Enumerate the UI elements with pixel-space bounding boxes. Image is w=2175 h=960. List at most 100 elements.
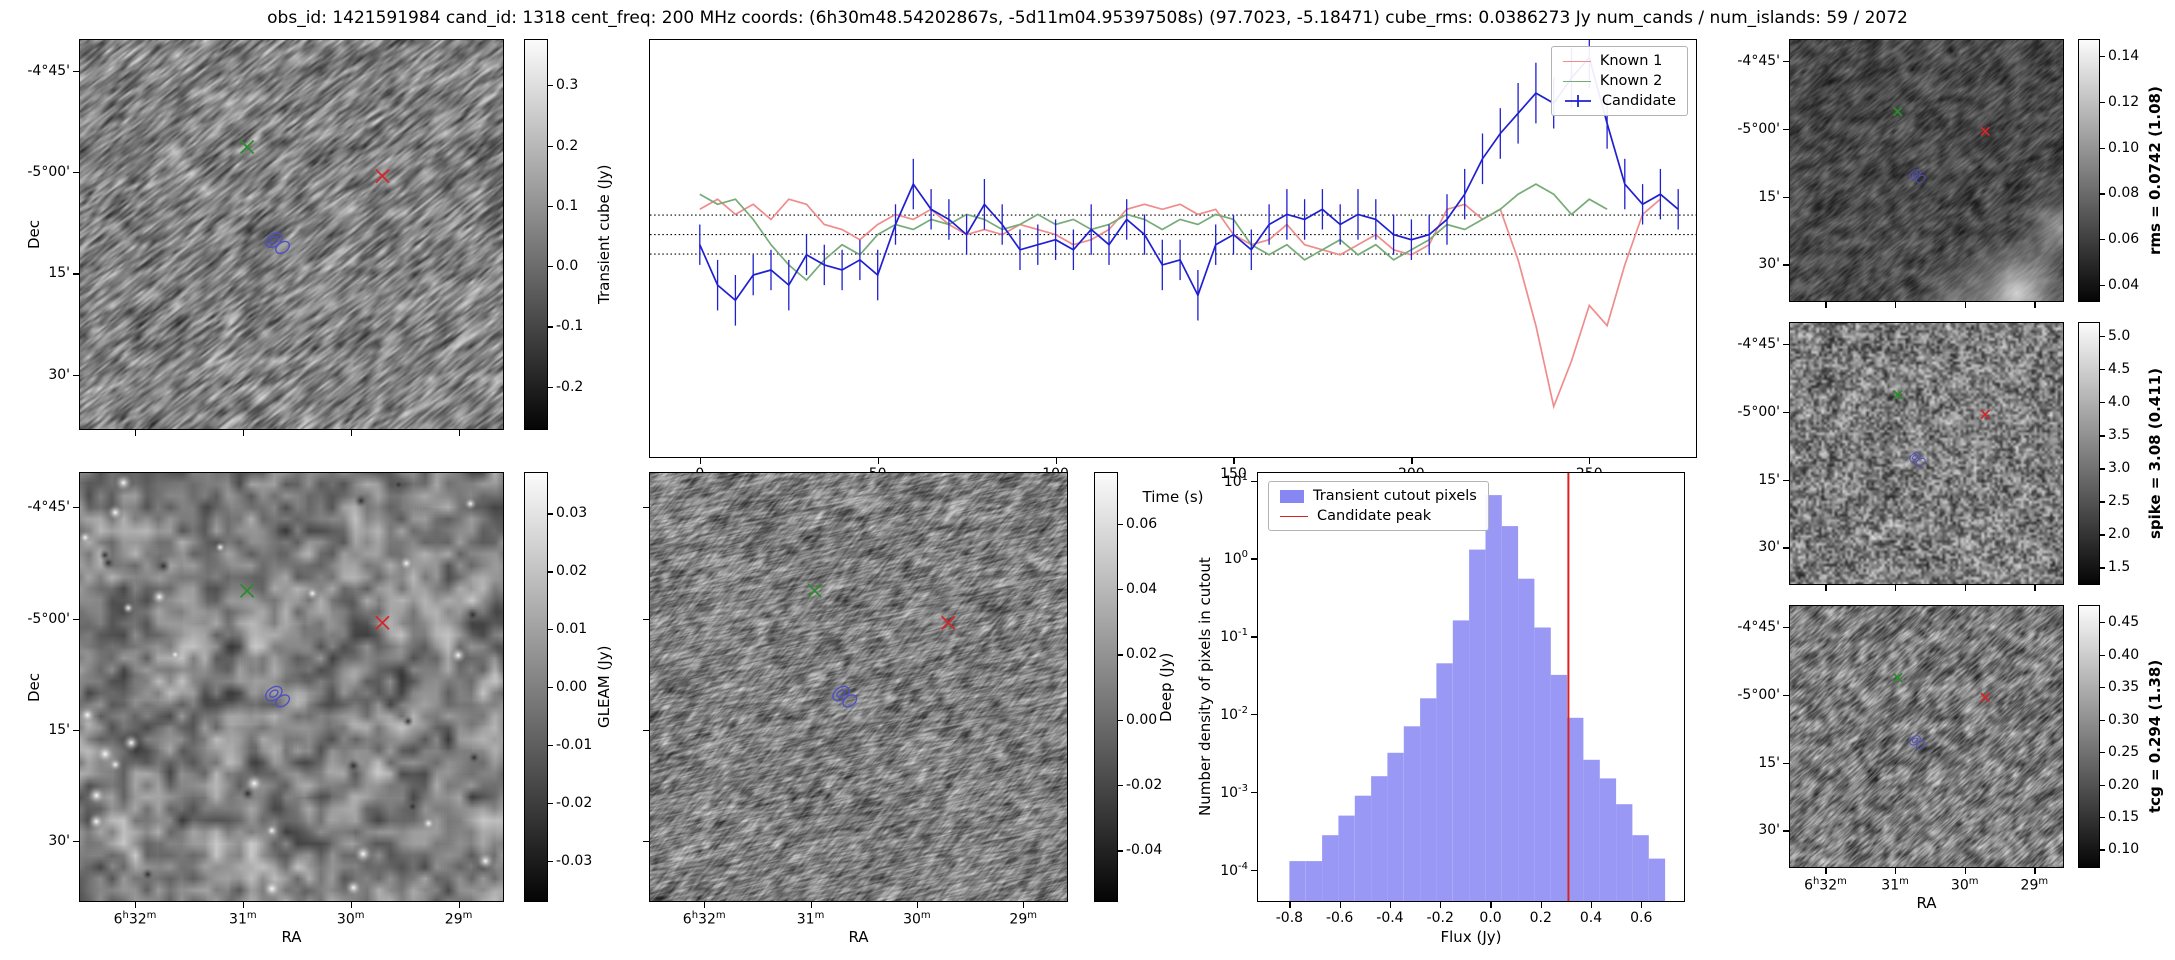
flux-axis-label: Flux (Jy) — [1440, 928, 1502, 946]
colorbar-tick-label: 0.06 — [2108, 231, 2140, 248]
colorbar-tick-label: 0.14 — [2108, 48, 2140, 65]
histogram-bar — [1550, 674, 1568, 901]
flux-tick-label: 0.6 — [1630, 910, 1653, 926]
tcg-image — [1790, 606, 2063, 867]
dec-tick-mark — [1783, 196, 1789, 198]
candidate-errorbars — [699, 40, 1679, 326]
colorbar-tick-mark — [2100, 534, 2105, 536]
ra-tick-mark — [2034, 302, 2036, 308]
colorbar-tick-mark — [2100, 752, 2105, 754]
series-candidate — [699, 55, 1679, 302]
colorbar-tick-mark — [548, 205, 553, 208]
histogram-bar — [1534, 627, 1551, 901]
series-known-1 — [699, 198, 1661, 410]
marker-overlay — [1892, 672, 1991, 750]
colorbar-tick-label: 0.1 — [556, 197, 579, 214]
spike-colorbar: 5.0 4.5 4.0 3.5 3.0 2.5 2.0 1.5 — [2078, 322, 2130, 585]
colorbar-tick-label: 0.0 — [556, 258, 579, 275]
ra-tick-mark — [458, 430, 460, 436]
dec-tick-label: 15' — [1758, 188, 1780, 205]
dec-axis-label-transient: Dec — [25, 219, 43, 250]
colorbar-tick-mark — [2100, 284, 2105, 287]
legend-entry-candidate: Candidate — [1563, 93, 1676, 109]
density-tick-mark — [1251, 792, 1257, 794]
colorbar-tick-label: 0.00 — [556, 679, 588, 695]
dec-tick-mark — [1783, 547, 1789, 549]
ra-tick-label: 30m — [336, 910, 365, 928]
tcg-colorbar: 0.45 0.40 0.35 0.30 0.25 0.20 0.15 0.10 — [2078, 605, 2139, 868]
colorbar-tick-mark — [1118, 654, 1123, 656]
time-tick-mark — [1233, 458, 1235, 464]
dec-tick-mark — [73, 841, 79, 843]
dec-tick-mark — [1783, 343, 1789, 346]
transient-cube-colorbar-label: Transient cube (Jy) — [595, 164, 613, 305]
ra-tick-mark — [1895, 868, 1897, 874]
flux-tick-mark — [1339, 902, 1341, 908]
dec-tick-mark — [1783, 830, 1789, 832]
ra-tick-label: 30m — [903, 910, 931, 928]
dec-tick-label: -4°45' — [1737, 335, 1780, 352]
marker-overlay — [239, 583, 390, 708]
candidate-contour — [1909, 169, 1926, 184]
green-cross-marker — [239, 139, 255, 155]
ra-tick-label: 31m — [1881, 876, 1909, 894]
colorbar-tick-label: 0.04 — [1126, 580, 1158, 597]
flux-tick-mark — [1591, 902, 1593, 908]
dec-tick-mark — [643, 841, 649, 843]
ra-tick-mark — [458, 902, 460, 908]
time-tick-mark — [1411, 458, 1413, 464]
colorbar-tick-mark — [2100, 719, 2105, 721]
known2-line-sample — [1562, 80, 1591, 82]
green-cross-marker — [1892, 672, 1903, 683]
dec-tick-mark — [643, 729, 649, 731]
colorbar-tick-mark — [2100, 468, 2105, 470]
dec-axis-label-gleam: Dec — [25, 672, 43, 702]
lightcurve-panel: Known 1 Known 2 Candidate 05010015020025… — [649, 39, 1697, 482]
colorbar-tick-mark — [2100, 402, 2105, 404]
red-cross-marker — [941, 615, 956, 630]
ra-tick-mark — [2034, 585, 2036, 591]
lightcurve-plot — [650, 40, 1696, 410]
dec-tick-mark — [73, 71, 79, 73]
ra-tick-mark — [704, 902, 706, 908]
histogram-bar — [1371, 776, 1388, 901]
ra-axis-label-gleam: RA — [281, 928, 302, 946]
colorbar-tick-mark — [2100, 501, 2105, 503]
time-tick-mark — [1055, 458, 1057, 464]
ra-tick-mark — [242, 902, 245, 908]
candidate-errorbar-glyph — [1564, 95, 1591, 107]
histogram-bar — [1322, 835, 1339, 901]
histogram-bar — [1648, 858, 1666, 901]
red-cross-marker — [1980, 126, 1991, 137]
known1-line-sample — [1562, 60, 1591, 62]
colorbar-tick-mark — [2100, 567, 2105, 569]
colorbar-tick-mark — [2100, 147, 2105, 149]
ra-tick-label: 6h32m — [1804, 876, 1847, 894]
flux-tick-label: -0.8 — [1275, 910, 1304, 926]
colorbar-tick-mark — [2100, 435, 2105, 437]
green-cross-marker — [239, 583, 255, 598]
colorbar-tick-mark — [1118, 719, 1123, 721]
ra-tick-mark — [242, 430, 245, 436]
flux-tick-label: -0.4 — [1376, 910, 1404, 926]
dec-tick-label: 30' — [1758, 539, 1780, 556]
colorbar-tick-mark — [2100, 369, 2105, 371]
colorbar-tick-label: 0.30 — [2108, 711, 2140, 728]
colorbar-tick-mark — [548, 85, 553, 87]
histogram-bar — [1420, 698, 1437, 901]
colorbar-tick-label: 4.5 — [2108, 361, 2131, 378]
colorbar-tick-label: 0.08 — [2108, 185, 2140, 202]
colorbar-tick-mark — [548, 145, 553, 147]
colorbar-tick-mark — [2100, 817, 2105, 819]
dec-tick-label: -5°00' — [1737, 403, 1780, 420]
colorbar-tick-mark — [2100, 193, 2105, 195]
colorbar-tick-label: 0.25 — [2108, 744, 2140, 761]
spike-panel: -4°45' -5°00' 15' 30' — [1737, 322, 2064, 591]
colorbar-tick-label: 0.10 — [2108, 841, 2140, 858]
colorbar-tick-label: 0.20 — [2108, 776, 2140, 793]
colorbar-tick-mark — [548, 629, 553, 631]
colorbar-tick-mark — [548, 571, 553, 573]
colorbar-tick-label: -0.2 — [556, 378, 584, 395]
series-known-2 — [699, 183, 1608, 282]
candidate-contour — [832, 685, 858, 708]
